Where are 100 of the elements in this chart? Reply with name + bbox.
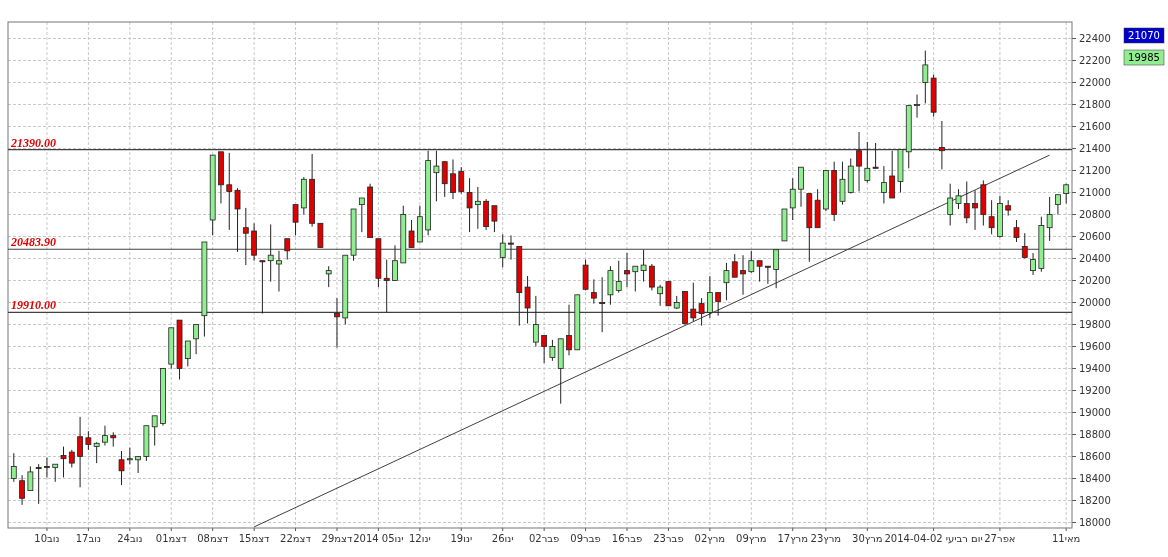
- y-tick-label: 20000: [1079, 297, 1111, 308]
- candlestick: [508, 234, 514, 261]
- candlestick: [748, 250, 755, 274]
- ref-line-label: 20483.90: [10, 235, 56, 250]
- candlestick: [765, 265, 771, 285]
- candlestick: [756, 260, 763, 283]
- candlestick: [648, 263, 655, 291]
- y-tick-label: 20600: [1079, 231, 1111, 242]
- candlestick: [1021, 232, 1028, 259]
- candlestick: [972, 189, 978, 231]
- candlestick: [1030, 252, 1036, 276]
- candlestick: [44, 457, 50, 478]
- candlestick: [839, 161, 846, 206]
- y-tick-label: 21800: [1079, 99, 1111, 110]
- candlestick: [135, 456, 141, 474]
- candlestick: [615, 260, 622, 294]
- x-tick-label: 24נוב: [117, 533, 143, 544]
- candlestick: [632, 265, 639, 292]
- candlestick: [889, 150, 896, 199]
- candlestick: [914, 94, 920, 119]
- x-tick-label: 10נוב: [34, 533, 60, 544]
- x-tick-label: 2014 05ינו: [353, 533, 404, 544]
- candlestick: [19, 474, 25, 506]
- x-tick-label: 19ינו: [450, 533, 473, 544]
- candlestick: [798, 166, 804, 208]
- x-tick-label: 26ינו: [491, 533, 514, 544]
- candlestick: [118, 450, 125, 486]
- x-tick-label: 17נוב: [75, 533, 102, 544]
- candlestick: [566, 304, 572, 356]
- candlestick: [474, 186, 481, 230]
- candlestick: [640, 249, 647, 283]
- candlestick: [60, 446, 67, 478]
- y-tick-label: 19800: [1079, 319, 1111, 330]
- x-tick-label: 01דצמ: [155, 533, 188, 544]
- y-tick-label: 18000: [1079, 517, 1111, 528]
- x-tick-label: 27אפר: [984, 533, 1016, 544]
- candlestick: [234, 187, 241, 253]
- candlestick: [93, 441, 100, 464]
- candlestick: [27, 465, 34, 492]
- candlestick: [922, 50, 929, 104]
- ref-line-label: 19910.00: [11, 298, 56, 313]
- x-tick-label: 30מרץ: [852, 533, 883, 544]
- candlestick: [499, 233, 506, 268]
- y-tick-label: 22400: [1079, 33, 1111, 44]
- x-tick-label: 15דצמ: [238, 533, 271, 544]
- candlestick: [955, 188, 962, 210]
- ref-line-label: 21390.00: [10, 135, 56, 150]
- candlestick: [242, 207, 249, 266]
- candlestick: [715, 292, 722, 317]
- candlestick: [491, 205, 498, 233]
- candlestick: [864, 141, 871, 184]
- candlestick: [690, 282, 697, 322]
- x-tick-label: 29דצמ: [321, 533, 353, 544]
- candlestick: [276, 250, 282, 292]
- candlestick: [740, 254, 746, 296]
- y-tick-label: 19200: [1079, 385, 1111, 396]
- y-tick-label: 18400: [1079, 473, 1111, 484]
- y-tick-label: 22200: [1079, 55, 1111, 66]
- y-tick-label: 18600: [1079, 451, 1111, 462]
- candlestick: [267, 223, 274, 283]
- candlestick: [1046, 196, 1053, 242]
- y-tick-label: 19400: [1079, 363, 1111, 374]
- x-tick-label: 09מרץ: [736, 533, 767, 544]
- candlestick: [458, 166, 465, 195]
- candlestick: [698, 297, 705, 327]
- candlestick: [532, 295, 539, 347]
- candlestick: [789, 177, 796, 221]
- candlestick: [988, 199, 995, 235]
- candlestick: [657, 284, 664, 307]
- x-tick-label: 08דצמ: [197, 533, 229, 544]
- candlestick: [433, 150, 440, 202]
- candlestick: [408, 219, 415, 248]
- candlestick: [325, 265, 332, 288]
- candlestick: [226, 152, 233, 231]
- candlestick: [10, 452, 17, 483]
- candlestick: [549, 339, 556, 362]
- x-tick-label: 02פבר: [528, 533, 560, 544]
- x-tick-label: 16פבר: [611, 533, 643, 544]
- candlestick: [450, 159, 456, 200]
- candlestick: [524, 275, 531, 324]
- candlestick: [872, 142, 879, 169]
- candlestick: [1013, 219, 1020, 243]
- y-tick-label: 21000: [1079, 187, 1111, 198]
- candlestick: [939, 120, 945, 170]
- y-tick-label: 21400: [1079, 143, 1111, 154]
- candlestick: [102, 425, 108, 446]
- candlestick: [599, 276, 606, 333]
- x-tick-label: 11מאי: [1051, 533, 1081, 544]
- y-tick-label: 18200: [1079, 495, 1111, 506]
- candlestick: [723, 262, 730, 301]
- x-tick-label: 2014-04-02 יום רביעי: [884, 533, 983, 544]
- candlestick: [441, 161, 448, 198]
- candlestick: [963, 181, 970, 224]
- y-tick-label: 22000: [1079, 77, 1111, 88]
- candlestick: [731, 253, 738, 278]
- y-tick-label: 20400: [1079, 253, 1111, 264]
- candlestick: [35, 463, 42, 505]
- candlestick: [706, 275, 713, 319]
- y-tick-label: 19000: [1079, 407, 1111, 418]
- candlestick: [773, 249, 780, 289]
